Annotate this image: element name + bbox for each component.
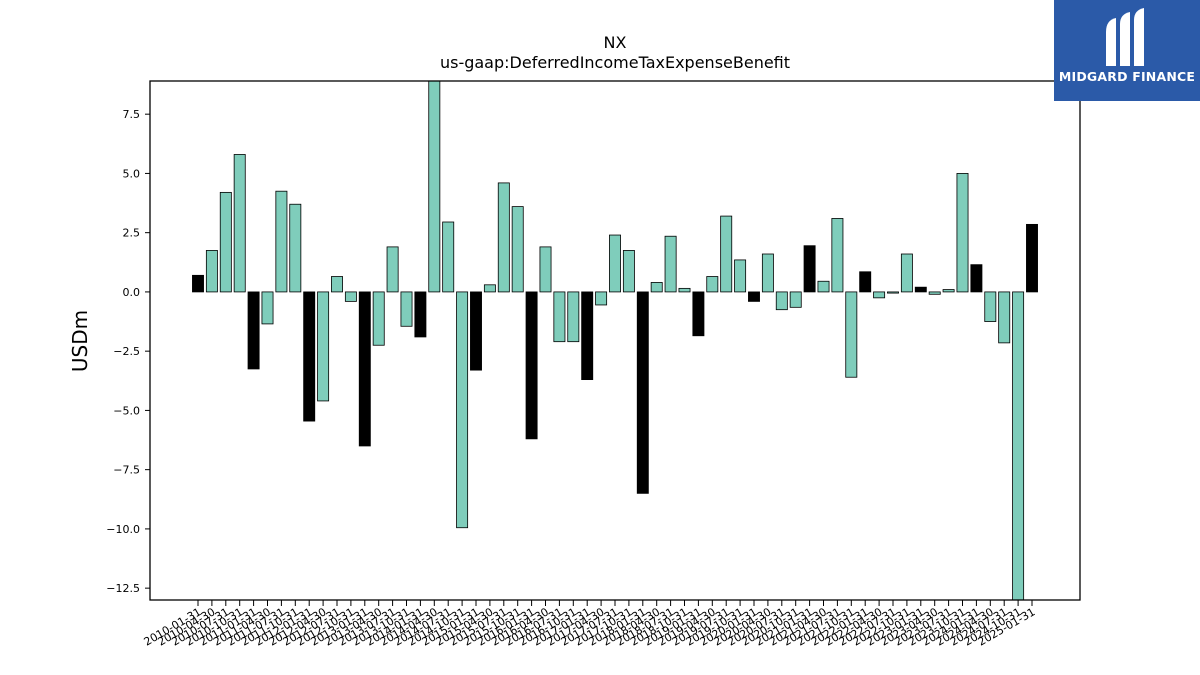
- bar-2011-07-31: [275, 190, 288, 293]
- bar-2015-07-31: [497, 182, 510, 293]
- bar-2012-07-31: [331, 276, 343, 293]
- bar-2015-01-31: [470, 291, 482, 371]
- bar-2018-07-31: [664, 235, 677, 293]
- bar-2014-04-30: [428, 80, 441, 293]
- x-axis-ticks: 2010-01-312010-04-302010-07-312010-10-31…: [142, 600, 1038, 649]
- bar-2013-01-31: [358, 291, 371, 447]
- bar-2017-01-31: [581, 291, 594, 381]
- bar-2017-07-31: [609, 234, 621, 293]
- bar-2022-01-31: [859, 271, 872, 293]
- bar-2019-01-31: [692, 291, 705, 337]
- bar-2023-10-31: [956, 173, 969, 293]
- bar-2014-07-31: [442, 221, 455, 293]
- bar-2023-04-30: [928, 291, 941, 295]
- chart-subtitle: us-gaap:DeferredIncomeTaxExpenseBenefit: [440, 53, 790, 72]
- bars-group: [192, 80, 1038, 601]
- bar-2023-07-31: [942, 289, 955, 293]
- bar-2018-01-31: [636, 291, 649, 494]
- bar-2012-10-31: [344, 291, 357, 302]
- bar-2016-10-31: [567, 291, 580, 343]
- bar-2011-10-31: [289, 203, 302, 293]
- y-tick-label: 0.0: [123, 286, 141, 299]
- bar-2021-01-31: [803, 245, 816, 293]
- bar-2015-10-31: [511, 206, 524, 293]
- bar-2024-01-31: [970, 264, 983, 293]
- y-tick-label: −10.0: [106, 523, 140, 536]
- bar-2025-01-31: [1026, 223, 1038, 293]
- bar-2016-01-31: [525, 291, 538, 440]
- chart-title: NX: [604, 33, 627, 52]
- y-tick-label: −2.5: [113, 345, 140, 358]
- y-axis-ticks: −12.5 −10.0 −7.5 −5.0 −2.5 0.0 2.5 5.0 7.5: [106, 108, 150, 595]
- bar-2020-10-31: [789, 291, 802, 308]
- bar-2010-07-31: [219, 191, 232, 293]
- y-tick-label: −7.5: [113, 464, 140, 477]
- bar-2018-10-31: [678, 287, 691, 293]
- bar-2013-10-31: [400, 291, 413, 327]
- bar-2016-04-30: [539, 246, 552, 293]
- bar-2024-10-31: [1012, 291, 1025, 601]
- bar-2010-10-31: [233, 154, 246, 293]
- bar-2019-04-30: [706, 276, 719, 293]
- bar-2018-04-30: [650, 282, 663, 293]
- bar-2014-10-31: [456, 291, 469, 529]
- bar-2023-01-31: [914, 286, 927, 293]
- bar-2017-04-30: [595, 291, 608, 306]
- bar-2019-07-31: [720, 215, 733, 293]
- bar-2020-04-30: [761, 253, 774, 293]
- bar-2010-04-30: [205, 250, 218, 293]
- midgard-m-logo-icon: [1106, 8, 1144, 66]
- bar-2016-07-31: [553, 291, 566, 343]
- bar-2020-01-31: [748, 291, 760, 302]
- y-tick-label: −12.5: [106, 582, 140, 595]
- bar-2010-01-31: [192, 274, 204, 293]
- y-tick-label: 5.0: [123, 167, 141, 180]
- bar-2013-04-30: [372, 291, 385, 346]
- bar-2020-07-31: [775, 291, 788, 311]
- bar-2011-01-31: [247, 291, 260, 370]
- bar-2024-07-31: [998, 291, 1011, 344]
- bar-2021-07-31: [831, 218, 844, 293]
- bar-2014-01-31: [414, 291, 427, 338]
- brand-logo: MIDGARD FINANCE: [1054, 0, 1200, 101]
- bar-2022-04-30: [873, 291, 886, 299]
- bar-2021-04-30: [817, 280, 830, 293]
- y-tick-label: −5.0: [113, 404, 140, 417]
- bar-2022-10-31: [900, 253, 913, 293]
- bar-2015-04-30: [483, 284, 496, 293]
- bar-2017-10-31: [622, 250, 635, 293]
- bar-2024-04-30: [984, 291, 997, 322]
- bar-2012-04-30: [317, 291, 330, 402]
- bar-2011-04-30: [261, 291, 274, 325]
- plot-frame: [149, 80, 1081, 601]
- y-axis-label: USDm: [68, 310, 92, 372]
- y-tick-label: 2.5: [123, 227, 141, 240]
- bar-2021-10-31: [845, 291, 858, 378]
- bar-2022-07-31: [887, 291, 899, 294]
- bar-2019-10-31: [734, 259, 747, 293]
- bar-2013-07-31: [386, 246, 399, 293]
- y-tick-label: 7.5: [123, 108, 141, 121]
- bar-2012-01-31: [303, 291, 316, 422]
- brand-name: MIDGARD FINANCE: [1058, 69, 1196, 84]
